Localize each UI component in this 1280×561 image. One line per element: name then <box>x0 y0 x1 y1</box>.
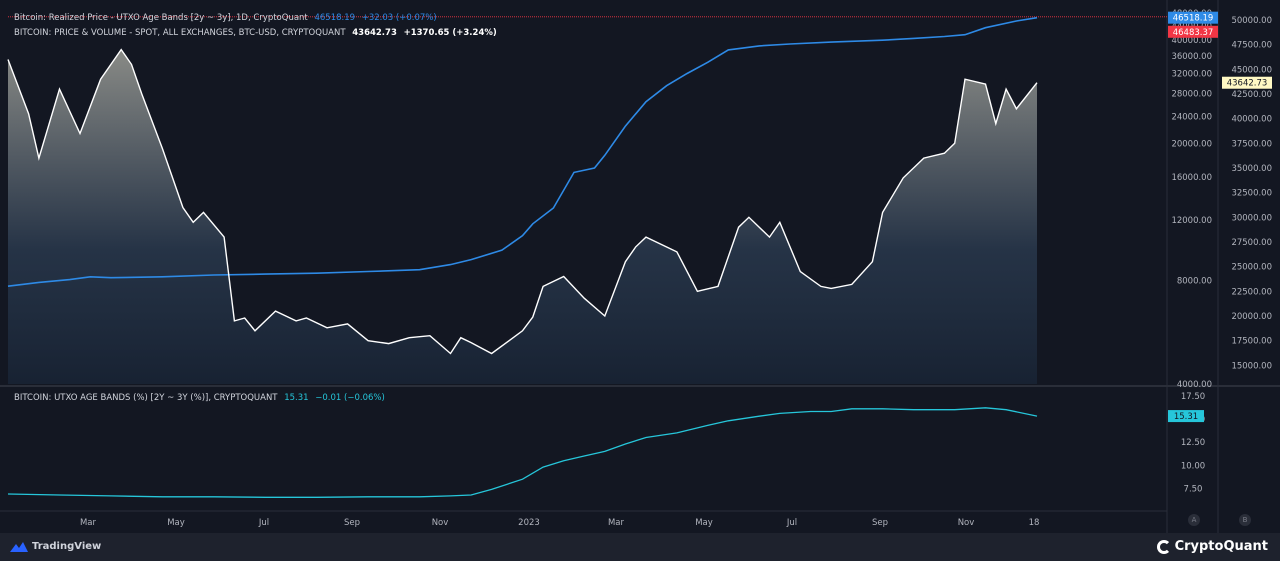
left-axis-tick-label: 8000.00 <box>1177 277 1212 287</box>
sub-axis-tick-label: 7.50 <box>1184 484 1203 494</box>
legend-price-value: 43642.73 <box>352 28 397 38</box>
right-axis-tick-label: 17500.00 <box>1231 337 1272 347</box>
left-axis-tick-label: 20000.00 <box>1171 140 1212 150</box>
legend-realized-price-change: +32.03 (+0.07%) <box>361 13 437 23</box>
x-axis-tick-label: Sep <box>872 518 888 528</box>
price-area <box>8 49 1037 384</box>
right-axis-tick-label: 50000.00 <box>1231 16 1272 26</box>
right-axis-tick-label: 22500.00 <box>1231 287 1272 297</box>
legend-price-title: BITCOIN: PRICE & VOLUME - SPOT, ALL EXCH… <box>14 28 346 38</box>
cryptoquant-icon <box>1156 539 1171 554</box>
realized-price-badge-label: 46518.19 <box>1173 14 1214 24</box>
red-marker-badge-label: 46483.37 <box>1173 28 1214 38</box>
legend-realized-price-title: Bitcoin: Realized Price - UTXO Age Bands… <box>14 13 308 23</box>
left-axis-tick-label: 40000.00 <box>1171 36 1212 46</box>
left-axis-tick-label: 36000.00 <box>1171 52 1212 62</box>
price-badge-label: 43642.73 <box>1227 79 1268 89</box>
legend-utxo-pct: BITCOIN: UTXO AGE BANDS (%) [2Y ~ 3Y (%)… <box>14 393 389 403</box>
footer-bar: TradingView CryptoQuant <box>0 533 1280 561</box>
right-axis-tick-label: 47500.00 <box>1231 41 1272 51</box>
x-axis-tick-label: Sep <box>344 518 360 528</box>
sub-axis-tick-label: 12.50 <box>1181 438 1205 448</box>
x-axis-tick-label: Mar <box>608 518 625 528</box>
x-axis-tick-label: 2023 <box>518 518 540 528</box>
legend-price: BITCOIN: PRICE & VOLUME - SPOT, ALL EXCH… <box>14 28 501 38</box>
tradingview-icon <box>10 541 28 552</box>
left-axis-tick-label: 16000.00 <box>1171 173 1212 183</box>
x-axis-tick-label: Jul <box>258 518 269 528</box>
right-axis-tick-label: 40000.00 <box>1231 115 1272 125</box>
red-marker-badge <box>1168 25 1218 38</box>
legend-realized-price: Bitcoin: Realized Price - UTXO Age Bands… <box>14 13 441 23</box>
utxo-pct-badge <box>1168 410 1204 423</box>
x-axis-tick-label: Jul <box>786 518 797 528</box>
price-badge <box>1222 76 1272 89</box>
cryptoquant-logo: CryptoQuant <box>1156 539 1268 554</box>
price-line <box>7 48 1038 355</box>
x-axis-tick-label: 18 <box>1029 518 1040 528</box>
auto-scale-button[interactable]: A <box>1188 514 1200 526</box>
right-axis-tick-label: 37500.00 <box>1231 139 1272 149</box>
sub-axis-tick-label: 17.50 <box>1181 392 1205 402</box>
x-axis-tick-label: Nov <box>958 518 975 528</box>
right-axis-tick-label: 20000.00 <box>1231 312 1272 322</box>
realized-price-line <box>7 16 1038 287</box>
realized-price-badge <box>1168 11 1218 24</box>
x-axis-tick-label: Nov <box>432 518 449 528</box>
left-axis-tick-label: 12000.00 <box>1171 216 1212 226</box>
legend-utxo-change: −0.01 (−0.06%) <box>315 393 385 403</box>
right-axis-tick-label: 45000.00 <box>1231 65 1272 75</box>
utxo-pct-badge-label: 15.31 <box>1174 412 1198 422</box>
right-axis-tick-label: 30000.00 <box>1231 213 1272 223</box>
right-axis-tick-label: 15000.00 <box>1231 361 1272 371</box>
legend-utxo-value: 15.31 <box>284 393 309 403</box>
right-axis-tick-label: 25000.00 <box>1231 263 1272 273</box>
x-axis-tick-label: May <box>167 518 185 528</box>
right-axis-tick-label: 35000.00 <box>1231 164 1272 174</box>
legend-realized-price-value: 46518.19 <box>314 13 356 23</box>
tradingview-label: TradingView <box>32 541 102 552</box>
right-axis-tick-label: 42500.00 <box>1231 90 1272 100</box>
right-axis-tick-label: 32500.00 <box>1231 189 1272 199</box>
scale-b-button[interactable]: B <box>1239 514 1251 526</box>
legend-utxo-title: BITCOIN: UTXO AGE BANDS (%) [2Y ~ 3Y (%)… <box>14 393 278 403</box>
left-axis-tick-label: 28000.00 <box>1171 89 1212 99</box>
left-axis-tick-label: 4000.00 <box>1177 380 1212 390</box>
x-axis-tick-label: May <box>695 518 713 528</box>
left-axis-tick-label: 32000.00 <box>1171 70 1212 80</box>
utxo-pct-line <box>7 407 1038 498</box>
x-axis-tick-label: Mar <box>80 518 97 528</box>
tradingview-logo[interactable]: TradingView <box>10 541 101 552</box>
right-axis-tick-label: 27500.00 <box>1231 238 1272 248</box>
cryptoquant-label: CryptoQuant <box>1174 539 1268 554</box>
left-axis-tick-label: 24000.00 <box>1171 112 1212 122</box>
sub-axis-tick-label: 10.00 <box>1181 461 1205 471</box>
chart-canvas[interactable]: 4000.00 8000.00 12000.00 16000.00 20000.00 24… <box>0 0 1280 533</box>
legend-price-change: +1370.65 (+3.24%) <box>403 28 497 38</box>
